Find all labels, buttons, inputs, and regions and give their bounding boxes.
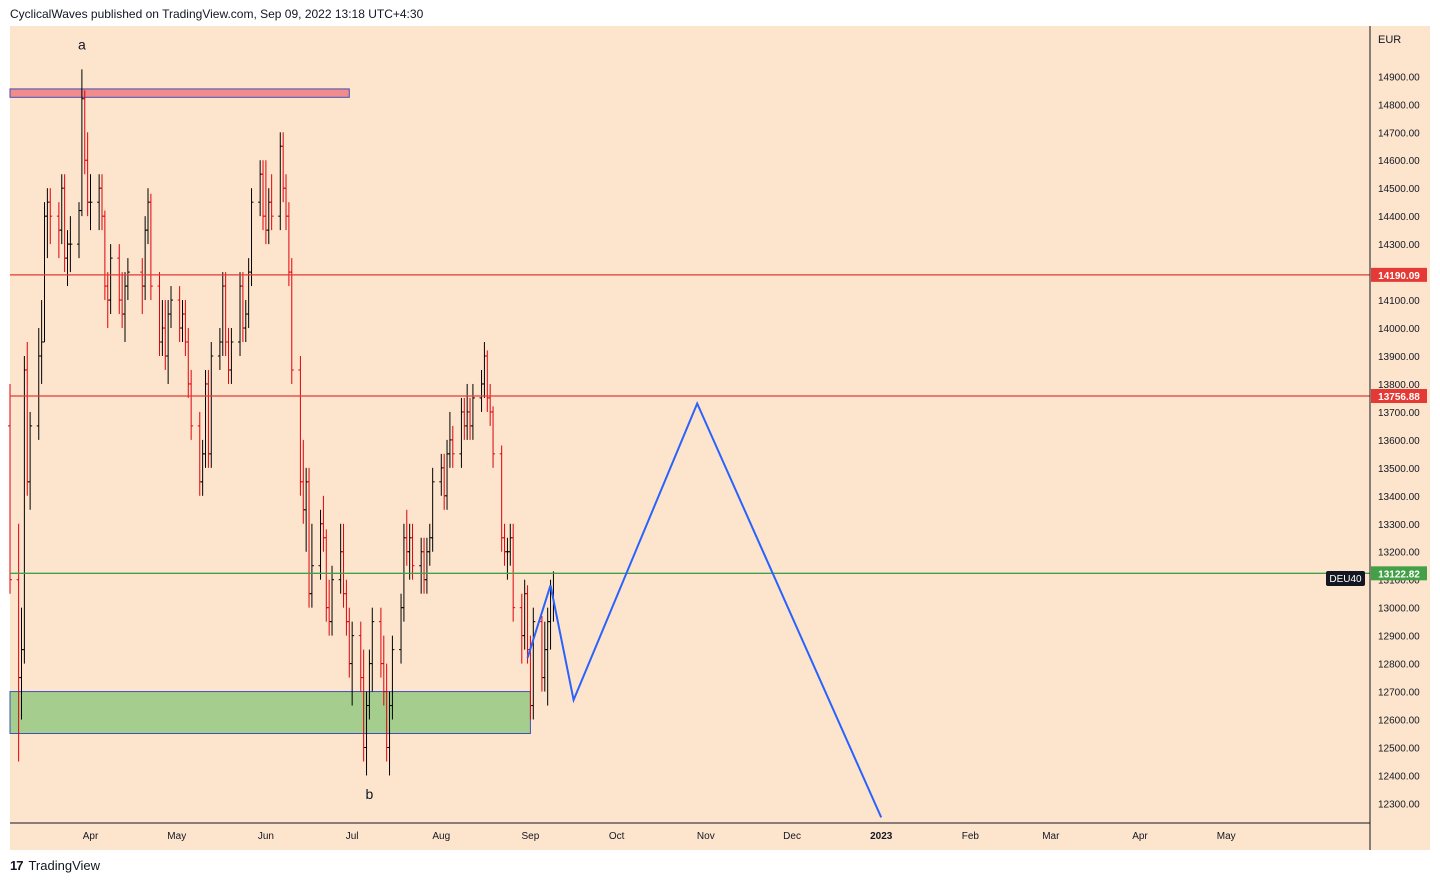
level-price-badge (1371, 267, 1427, 282)
candle (8, 383, 12, 594)
time-tick-label: Sep (522, 831, 540, 842)
time-tick-label: May (167, 831, 186, 842)
level-price-badge (1371, 389, 1427, 404)
price-tick-label: 13200.00 (1378, 548, 1420, 559)
time-tick-label: Nov (697, 831, 715, 842)
price-tick-label: 12500.00 (1378, 743, 1420, 754)
price-tick-label: 12700.00 (1378, 688, 1420, 699)
demand-zone[interactable] (9, 691, 531, 735)
projection-layer (526, 400, 883, 818)
level-price-label: 13756.88 (1378, 392, 1420, 403)
time-tick-label: 2023 (870, 831, 893, 842)
candle (350, 621, 355, 706)
symbol-tag: DEU40 (1326, 571, 1365, 586)
price-tick-label: 13700.00 (1378, 408, 1420, 419)
price-tick-label: 14700.00 (1378, 128, 1420, 139)
wave-label: a (78, 37, 86, 53)
projection-path[interactable] (526, 400, 883, 818)
price-tick-label: 12800.00 (1378, 660, 1420, 671)
candle (48, 188, 53, 245)
price-tick-label: 14000.00 (1378, 324, 1420, 335)
candle (390, 635, 395, 720)
candle (108, 244, 113, 315)
time-tick-label: Apr (1132, 831, 1148, 842)
candle (68, 216, 73, 273)
time-axis[interactable]: Apr May Jun Jul Aug Sep Oct Nov Dec 2023 Feb Mar Apr… (83, 831, 1236, 842)
tradingview-logo[interactable]: 17 TradingView (10, 858, 100, 873)
wave-labels-layer: ab (78, 37, 374, 802)
candle (125, 258, 130, 301)
candle (410, 523, 415, 580)
price-tick-label: 14500.00 (1378, 184, 1420, 195)
symbol-tag-bg (1326, 571, 1365, 586)
price-tick-label: 13600.00 (1378, 436, 1420, 447)
candle (209, 342, 214, 468)
time-tick-label: Mar (1042, 831, 1060, 842)
supply-zone[interactable] (9, 88, 350, 98)
tradingview-brand: TradingView (28, 858, 101, 873)
candle (249, 188, 254, 287)
price-tick-label: 13500.00 (1378, 464, 1420, 475)
price-tick-label: 14300.00 (1378, 240, 1420, 251)
time-tick-label: May (1217, 831, 1236, 842)
price-tick-label: 13400.00 (1378, 492, 1420, 503)
price-tick-label: 14600.00 (1378, 156, 1420, 167)
candles-layer (8, 69, 556, 776)
time-tick-label: Apr (83, 831, 99, 842)
candle (470, 383, 475, 440)
price-tick-label: 12400.00 (1378, 771, 1420, 782)
price-tick-label: 12900.00 (1378, 632, 1420, 643)
price-tick-label: 13900.00 (1378, 352, 1420, 363)
time-tick-label: Oct (609, 831, 625, 842)
price-tick-label: 12600.00 (1378, 716, 1420, 727)
time-tick-label: Dec (783, 831, 801, 842)
price-axis[interactable]: 12300.00 12400.00 12500.00 12600.00 12700.00… (1371, 72, 1427, 810)
candle (269, 174, 274, 231)
candle (229, 328, 234, 384)
level-price-label: 14190.09 (1378, 271, 1420, 282)
price-tick-label: 13100.00 (1378, 576, 1420, 587)
candle (189, 369, 194, 440)
symbol-tag-text: DEU40 (1329, 574, 1362, 585)
candle (430, 467, 435, 552)
price-tick-label: 13800.00 (1378, 380, 1420, 391)
candle (491, 406, 496, 468)
levels-layer (10, 274, 1370, 574)
level-price-label: 13122.82 (1378, 569, 1420, 580)
price-tick-label: 14900.00 (1378, 72, 1420, 83)
price-tick-label: 14800.00 (1378, 100, 1420, 111)
candle (169, 286, 174, 329)
candle (28, 411, 33, 510)
candle (148, 193, 153, 301)
price-tick-label: 13300.00 (1378, 520, 1420, 531)
time-tick-label: Feb (962, 831, 980, 842)
tradingview-logo-icon: 17 (10, 858, 24, 873)
time-tick-label: Jul (346, 831, 359, 842)
candle (450, 425, 455, 468)
level-price-badge (1371, 566, 1427, 581)
price-tick-label: 13000.00 (1378, 604, 1420, 615)
wave-label: b (366, 786, 374, 802)
zones-layer (9, 88, 531, 735)
price-tick-label: 12300.00 (1378, 799, 1420, 810)
time-tick-label: Jun (258, 831, 274, 842)
candle (370, 607, 375, 692)
price-tick-label: 14400.00 (1378, 212, 1420, 223)
candle (531, 607, 536, 720)
time-tick-label: Aug (432, 831, 450, 842)
currency-label: EUR (1378, 34, 1401, 46)
published-caption: CyclicalWaves published on TradingView.c… (10, 7, 424, 21)
candle (330, 565, 335, 636)
candle (309, 523, 314, 608)
price-tick-label: 14100.00 (1378, 296, 1420, 307)
candle (289, 258, 294, 384)
candle (88, 174, 93, 231)
